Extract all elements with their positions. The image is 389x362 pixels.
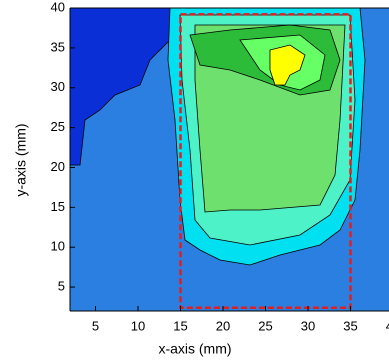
y-tick-label: 15	[51, 199, 65, 214]
y-tick-label: 30	[51, 79, 65, 94]
y-tick-label: 25	[51, 119, 65, 134]
contour-field	[70, 8, 389, 311]
x-tick-label: 30	[301, 318, 315, 333]
y-tick-label: 10	[51, 239, 65, 254]
y-axis-label: y-axis (mm)	[13, 123, 29, 196]
x-tick-label: 20	[216, 318, 230, 333]
contour-region	[269, 44, 306, 86]
y-tick-label: 5	[58, 279, 65, 294]
x-axis-label: x-axis (mm)	[158, 341, 231, 357]
y-tick-label: 40	[51, 0, 65, 14]
highlight-box	[179, 13, 352, 310]
x-tick-label: 15	[173, 318, 187, 333]
y-tick-label: 20	[51, 159, 65, 174]
y-tick-label: 35	[51, 39, 65, 54]
x-tick-label: 25	[258, 318, 272, 333]
x-tick-label: 40	[386, 318, 389, 333]
x-tick-label: 35	[343, 318, 357, 333]
x-tick-label: 5	[92, 318, 99, 333]
x-tick-label: 10	[131, 318, 145, 333]
